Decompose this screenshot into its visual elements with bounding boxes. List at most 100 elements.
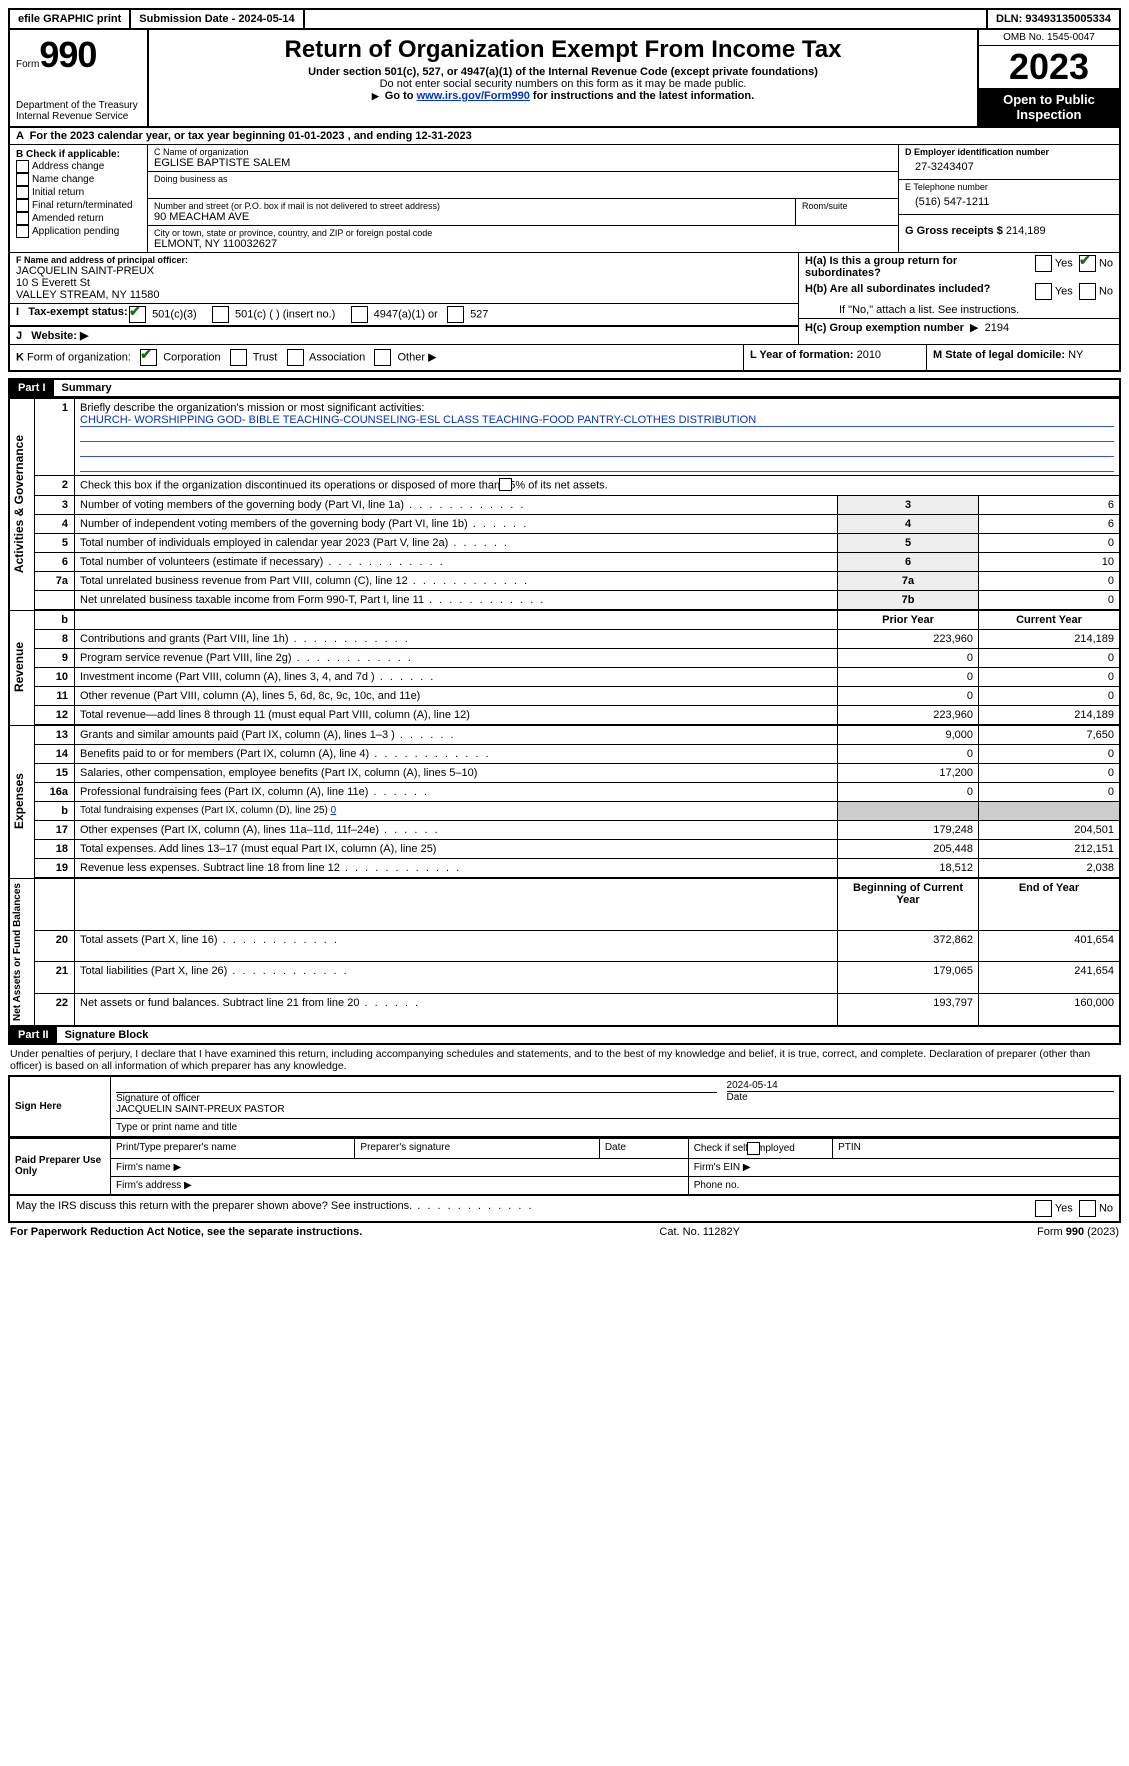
i-tax-status: I Tax-exempt status: 501(c)(3) 501(c) ( … bbox=[10, 303, 798, 326]
line11-no: 11 bbox=[35, 687, 75, 706]
line13-text: Grants and similar amounts paid (Part IX… bbox=[75, 725, 838, 745]
line17-no: 17 bbox=[35, 821, 75, 840]
hb-yes-checkbox[interactable] bbox=[1035, 283, 1052, 300]
line18-current: 212,151 bbox=[979, 840, 1121, 859]
irs-label: Internal Revenue Service bbox=[16, 111, 141, 122]
line16b-link[interactable]: 0 bbox=[331, 805, 337, 816]
j-website: J Website: ▶ bbox=[10, 326, 798, 344]
part1-header: Part I bbox=[10, 380, 54, 396]
ha-yes-checkbox[interactable] bbox=[1035, 255, 1052, 272]
line4-text: Number of independent voting members of … bbox=[75, 515, 838, 534]
b-opt-amended[interactable]: Amended return bbox=[16, 212, 141, 225]
entity-section: A For the 2023 calendar year, or tax yea… bbox=[8, 128, 1121, 372]
line2-text: Check this box if the organization disco… bbox=[75, 476, 1121, 496]
line1-blank3 bbox=[80, 457, 1114, 472]
sign-here-table: Sign Here Signature of officer JACQUELIN… bbox=[8, 1075, 1121, 1138]
line22-end: 160,000 bbox=[979, 993, 1121, 1025]
ha-no: No bbox=[1099, 257, 1113, 269]
net-hdr-no bbox=[35, 878, 75, 930]
ha-yes: Yes bbox=[1055, 257, 1073, 269]
i-501c3-checkbox[interactable] bbox=[129, 306, 146, 323]
dln-value: 93493135005334 bbox=[1025, 13, 1111, 25]
line2-checkbox[interactable] bbox=[499, 478, 512, 491]
c-name-label: C Name of organization bbox=[154, 147, 892, 157]
goto-pre: Go to bbox=[385, 90, 417, 102]
ha-no-checkbox[interactable] bbox=[1079, 255, 1096, 272]
self-employed-checkbox[interactable] bbox=[747, 1142, 760, 1155]
city-cell: City or town, state or province, country… bbox=[148, 226, 898, 252]
arrow-icon: ▶ bbox=[428, 351, 436, 363]
m-domicile: M State of legal domicile: NY bbox=[927, 345, 1119, 370]
line19-text: Revenue less expenses. Subtract line 18 … bbox=[75, 859, 838, 879]
k-assoc: Association bbox=[309, 351, 365, 363]
i-501c-checkbox[interactable] bbox=[212, 306, 229, 323]
b-opt-address[interactable]: Address change bbox=[16, 160, 141, 173]
hb-no-checkbox[interactable] bbox=[1079, 283, 1096, 300]
page-footer: For Paperwork Reduction Act Notice, see … bbox=[8, 1223, 1121, 1241]
line20-no: 20 bbox=[35, 930, 75, 961]
line3-no: 3 bbox=[35, 496, 75, 515]
line1-value[interactable]: CHURCH- WORSHIPPING GOD- BIBLE TEACHING-… bbox=[80, 414, 1114, 427]
line5-no: 5 bbox=[35, 534, 75, 553]
line3-value: 6 bbox=[979, 496, 1121, 515]
cat-no: Cat. No. 11282Y bbox=[659, 1226, 740, 1238]
col-prior: Prior Year bbox=[838, 610, 979, 630]
line1-no: 1 bbox=[35, 399, 75, 476]
line7b-text: Net unrelated business taxable income fr… bbox=[75, 591, 838, 611]
line10-no: 10 bbox=[35, 668, 75, 687]
irs-link[interactable]: www.irs.gov/Form990 bbox=[417, 90, 530, 102]
dba-cell: Doing business as bbox=[148, 172, 898, 199]
f-officer-cell: F Name and address of principal officer:… bbox=[10, 253, 798, 303]
efile-print-button[interactable]: efile GRAPHIC print bbox=[10, 10, 131, 28]
b-opt-final[interactable]: Final return/terminated bbox=[16, 199, 141, 212]
f-name: JACQUELIN SAINT-PREUX bbox=[16, 265, 792, 277]
line9-prior: 0 bbox=[838, 649, 979, 668]
k-corp-checkbox[interactable] bbox=[140, 349, 157, 366]
d-ein-label: D Employer identification number bbox=[905, 147, 1113, 157]
form-title: Return of Organization Exempt From Incom… bbox=[157, 36, 969, 64]
submission-date: Submission Date - 2024-05-14 bbox=[131, 10, 304, 28]
hb-yes: Yes bbox=[1055, 285, 1073, 297]
k-trust-checkbox[interactable] bbox=[230, 349, 247, 366]
discuss-no-checkbox[interactable] bbox=[1079, 1200, 1096, 1217]
b-opt-pending[interactable]: Application pending bbox=[16, 225, 141, 238]
i-527-checkbox[interactable] bbox=[447, 306, 464, 323]
i-501c3: 501(c)(3) bbox=[152, 308, 197, 320]
vlabel-governance: Activities & Governance bbox=[10, 431, 28, 577]
line4-value: 6 bbox=[979, 515, 1121, 534]
instructions-note: Go to www.irs.gov/Form990 for instructio… bbox=[157, 90, 969, 102]
net-hdr-blank bbox=[75, 878, 838, 930]
b-opt-initial[interactable]: Initial return bbox=[16, 186, 141, 199]
line7a-no: 7a bbox=[35, 572, 75, 591]
line8-prior: 223,960 bbox=[838, 630, 979, 649]
i-4947-checkbox[interactable] bbox=[351, 306, 368, 323]
discuss-yes-checkbox[interactable] bbox=[1035, 1200, 1052, 1217]
line11-text: Other revenue (Part VIII, column (A), li… bbox=[75, 687, 838, 706]
b-opt-name[interactable]: Name change bbox=[16, 173, 141, 186]
k-other-checkbox[interactable] bbox=[374, 349, 391, 366]
form-word: Form bbox=[16, 59, 39, 70]
arrow-icon: ▶ bbox=[80, 330, 88, 342]
line16a-prior: 0 bbox=[838, 783, 979, 802]
k-assoc-checkbox[interactable] bbox=[287, 349, 304, 366]
hc-label: H(c) Group exemption number bbox=[805, 322, 964, 334]
line10-text: Investment income (Part VIII, column (A)… bbox=[75, 668, 838, 687]
city-value: ELMONT, NY 110032627 bbox=[154, 238, 892, 250]
line13-current: 7,650 bbox=[979, 725, 1121, 745]
rev-hdr-blank bbox=[75, 610, 838, 630]
dba-label: Doing business as bbox=[154, 174, 892, 184]
room-label: Room/suite bbox=[796, 199, 898, 225]
line7b-no bbox=[35, 591, 75, 611]
prep-self-employed: Check if self-employed bbox=[688, 1138, 832, 1158]
declaration-text: Under penalties of perjury, I declare th… bbox=[8, 1045, 1121, 1075]
line7a-label: 7a bbox=[838, 572, 979, 591]
part2-header-row: Part II Signature Block bbox=[8, 1027, 1121, 1045]
line9-current: 0 bbox=[979, 649, 1121, 668]
line22-begin: 193,797 bbox=[838, 993, 979, 1025]
line1-cell: Briefly describe the organization's miss… bbox=[75, 399, 1121, 476]
k-trust: Trust bbox=[253, 351, 278, 363]
b-label: B Check if applicable: bbox=[16, 149, 141, 160]
ha-label: H(a) Is this a group return for subordin… bbox=[805, 255, 957, 279]
header-left: Form990 Department of the Treasury Inter… bbox=[10, 30, 149, 126]
hb-label: H(b) Are all subordinates included? bbox=[805, 283, 990, 295]
